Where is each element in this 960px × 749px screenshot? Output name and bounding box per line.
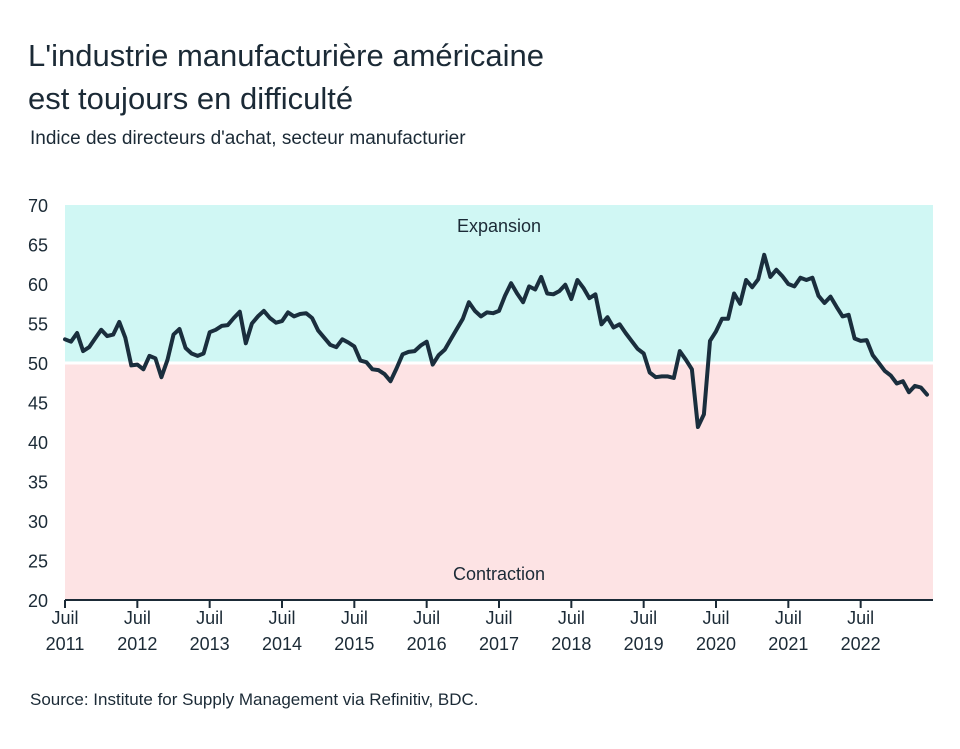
- x-tick-month: Juil: [847, 608, 874, 628]
- y-tick-label: 40: [28, 433, 48, 453]
- x-tick-year: 2015: [334, 634, 374, 654]
- x-tick-year: 2016: [407, 634, 447, 654]
- y-tick-label: 20: [28, 591, 48, 611]
- pmi-series-line: [63, 252, 929, 429]
- source-note: Source: Institute for Supply Management …: [30, 690, 479, 709]
- x-tick-year: 2014: [262, 634, 302, 654]
- x-tick-year: 2018: [551, 634, 591, 654]
- x-tick-month: Juil: [413, 608, 440, 628]
- x-tick-year: 2019: [624, 634, 664, 654]
- y-tick-label: 60: [28, 275, 48, 295]
- x-tick-year: 2020: [696, 634, 736, 654]
- x-tick-year: 2017: [479, 634, 519, 654]
- y-tick-label: 25: [28, 552, 48, 572]
- y-axis: 20 25 30 35 40 45 50 55 60 65 70: [28, 196, 48, 611]
- y-tick-label: 65: [28, 236, 48, 256]
- x-tick-month: Juil: [51, 608, 78, 628]
- x-tick-month: Juil: [196, 608, 223, 628]
- y-tick-label: 50: [28, 354, 48, 374]
- x-tick-month: Juil: [558, 608, 585, 628]
- x-tick-year: 2021: [768, 634, 808, 654]
- chart-title: L'industrie manufacturière américaine es…: [28, 34, 828, 120]
- x-tick-month: Juil: [124, 608, 151, 628]
- x-tick-year: 2012: [117, 634, 157, 654]
- title-line-2: est toujours en difficulté: [28, 81, 354, 116]
- x-tick-month: Juil: [702, 608, 729, 628]
- contraction-label: Contraction: [453, 564, 545, 584]
- chart-subtitle: Indice des directeurs d'achat, secteur m…: [30, 128, 466, 149]
- data-points: [64, 254, 928, 428]
- title-line-1: L'industrie manufacturière américaine: [28, 38, 544, 73]
- x-tick-month: Juil: [485, 608, 512, 628]
- x-tick-year: 2022: [841, 634, 881, 654]
- y-tick-label: 70: [28, 196, 48, 216]
- y-tick-label: 45: [28, 394, 48, 414]
- contraction-band: [65, 363, 933, 600]
- y-tick-label: 30: [28, 512, 48, 532]
- y-tick-label: 55: [28, 315, 48, 335]
- x-tick-month: Juil: [630, 608, 657, 628]
- x-tick-month: Juil: [268, 608, 295, 628]
- x-tick-month: Juil: [775, 608, 802, 628]
- y-tick-label: 35: [28, 473, 48, 493]
- x-axis: Juil 2011 Juil 2012 Juil 2013 Juil 2014 Juil 2015…: [46, 599, 933, 654]
- x-tick-year: 2011: [46, 634, 85, 654]
- expansion-label: Expansion: [457, 216, 541, 236]
- x-tick-month: Juil: [341, 608, 368, 628]
- x-tick-year: 2013: [190, 634, 230, 654]
